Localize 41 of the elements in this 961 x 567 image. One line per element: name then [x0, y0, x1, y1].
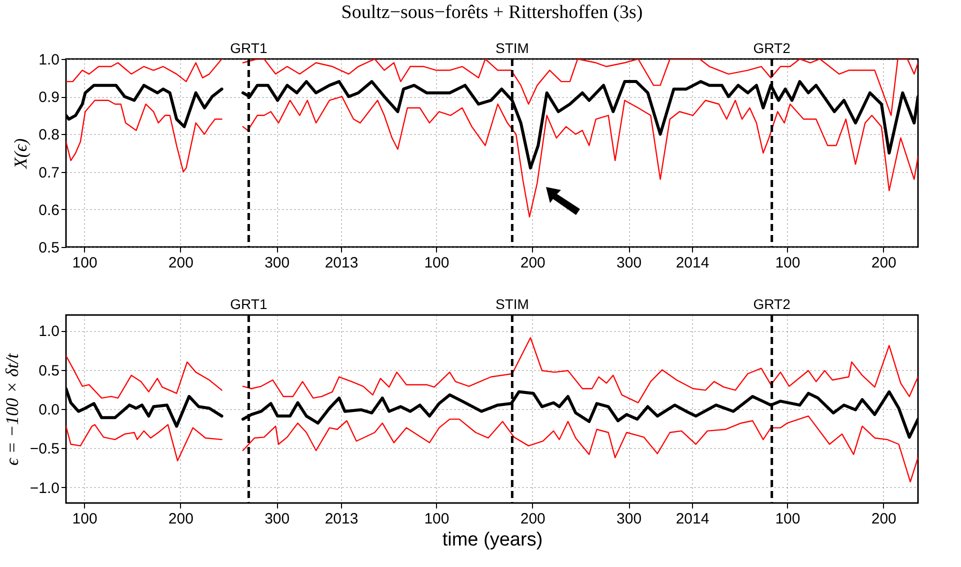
x-tick-label: 300 [264, 510, 290, 528]
ref-line-label: GRT2 [753, 296, 791, 312]
y-tick-label: 0.9 [38, 89, 60, 106]
x-tick-label: 2013 [324, 510, 358, 528]
x-tick-label: 100 [775, 254, 800, 272]
x-axis-title: time (years) [442, 530, 543, 550]
y-tick-label: 0.7 [38, 164, 60, 182]
x-tick-label: 200 [871, 254, 896, 272]
x-tick-label: 100 [72, 254, 98, 272]
ref-line-label: GRT1 [230, 40, 268, 56]
x-tick-label: 2013 [324, 254, 358, 272]
y-tick-label: 0.8 [38, 126, 60, 144]
x-tick-label: 300 [264, 254, 290, 272]
x-tick-label: 2014 [676, 510, 710, 528]
x-tick-label: 300 [616, 510, 642, 528]
ref-line-label: STIM [495, 296, 529, 312]
x-tick-label: 200 [520, 510, 546, 528]
y-axis-title: X(ϵ) [10, 138, 31, 170]
x-tick-label: 100 [424, 254, 450, 272]
y-tick-label: 1.0 [38, 52, 60, 68]
x-tick-label: 100 [424, 510, 450, 528]
chart-title: Soultz−sous−forêts + Rittershoffen (3s) [341, 2, 643, 23]
x-tick-label: 200 [520, 254, 546, 272]
y-axis-title: ϵ = −100 × δt/t [2, 352, 22, 466]
y-tick-label: 0.5 [38, 240, 60, 256]
y-tick-label: −1.0 [30, 480, 60, 497]
x-tick-label: 200 [168, 254, 194, 272]
ref-line-label: GRT1 [230, 296, 268, 312]
y-tick-label: 1.0 [38, 323, 60, 340]
y-tick-label: −0.5 [30, 440, 60, 458]
x-tick-label: 100 [72, 510, 98, 528]
y-tick-label: 0.5 [38, 362, 60, 380]
x-tick-label: 100 [775, 510, 800, 528]
y-tick-label: 0.0 [38, 402, 60, 418]
y-tick-label: 0.6 [38, 202, 60, 219]
x-tick-label: 200 [871, 510, 896, 528]
ref-line-label: GRT2 [753, 40, 791, 56]
x-tick-label: 200 [168, 510, 194, 528]
x-tick-label: 300 [616, 254, 642, 272]
x-tick-label: 2014 [676, 254, 710, 272]
ref-line-label: STIM [495, 40, 529, 56]
